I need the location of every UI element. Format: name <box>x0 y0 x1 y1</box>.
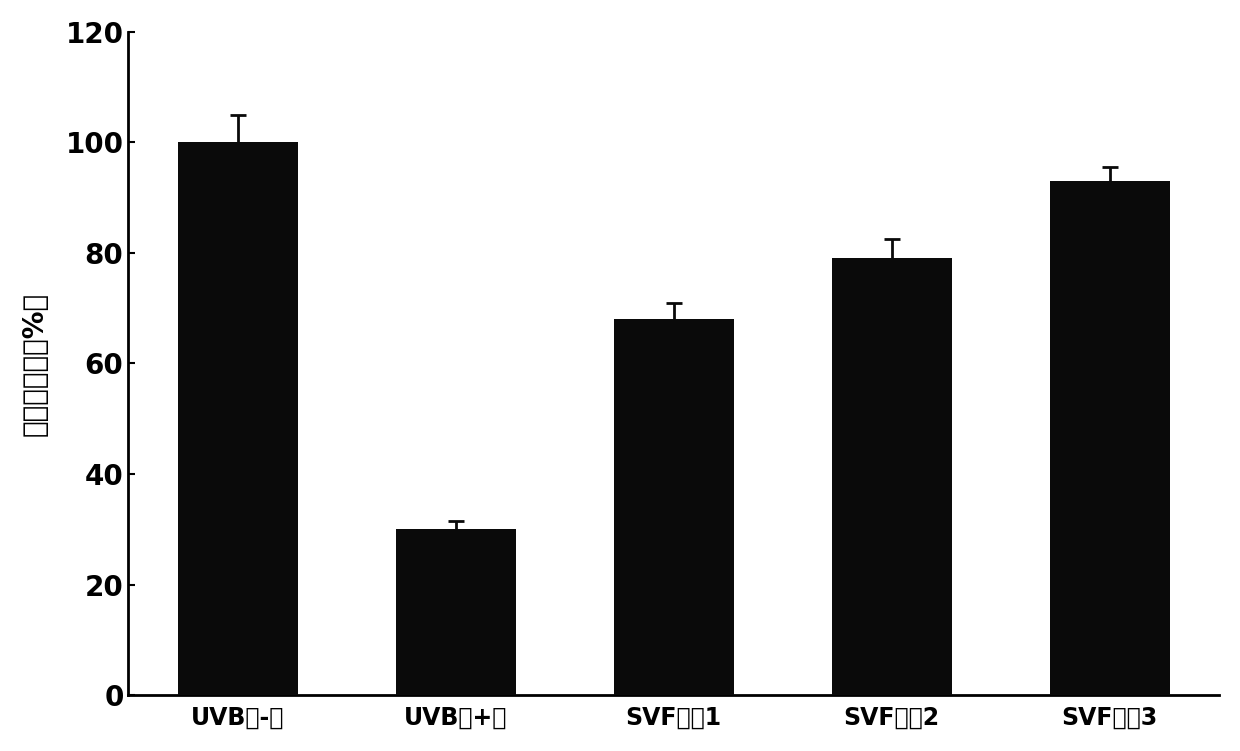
Bar <box>1050 181 1169 695</box>
Bar <box>832 258 951 695</box>
Bar <box>179 143 298 695</box>
Bar <box>396 529 516 695</box>
Y-axis label: 细胞存活率（%）: 细胞存活率（%） <box>21 291 48 436</box>
Bar <box>614 319 734 695</box>
